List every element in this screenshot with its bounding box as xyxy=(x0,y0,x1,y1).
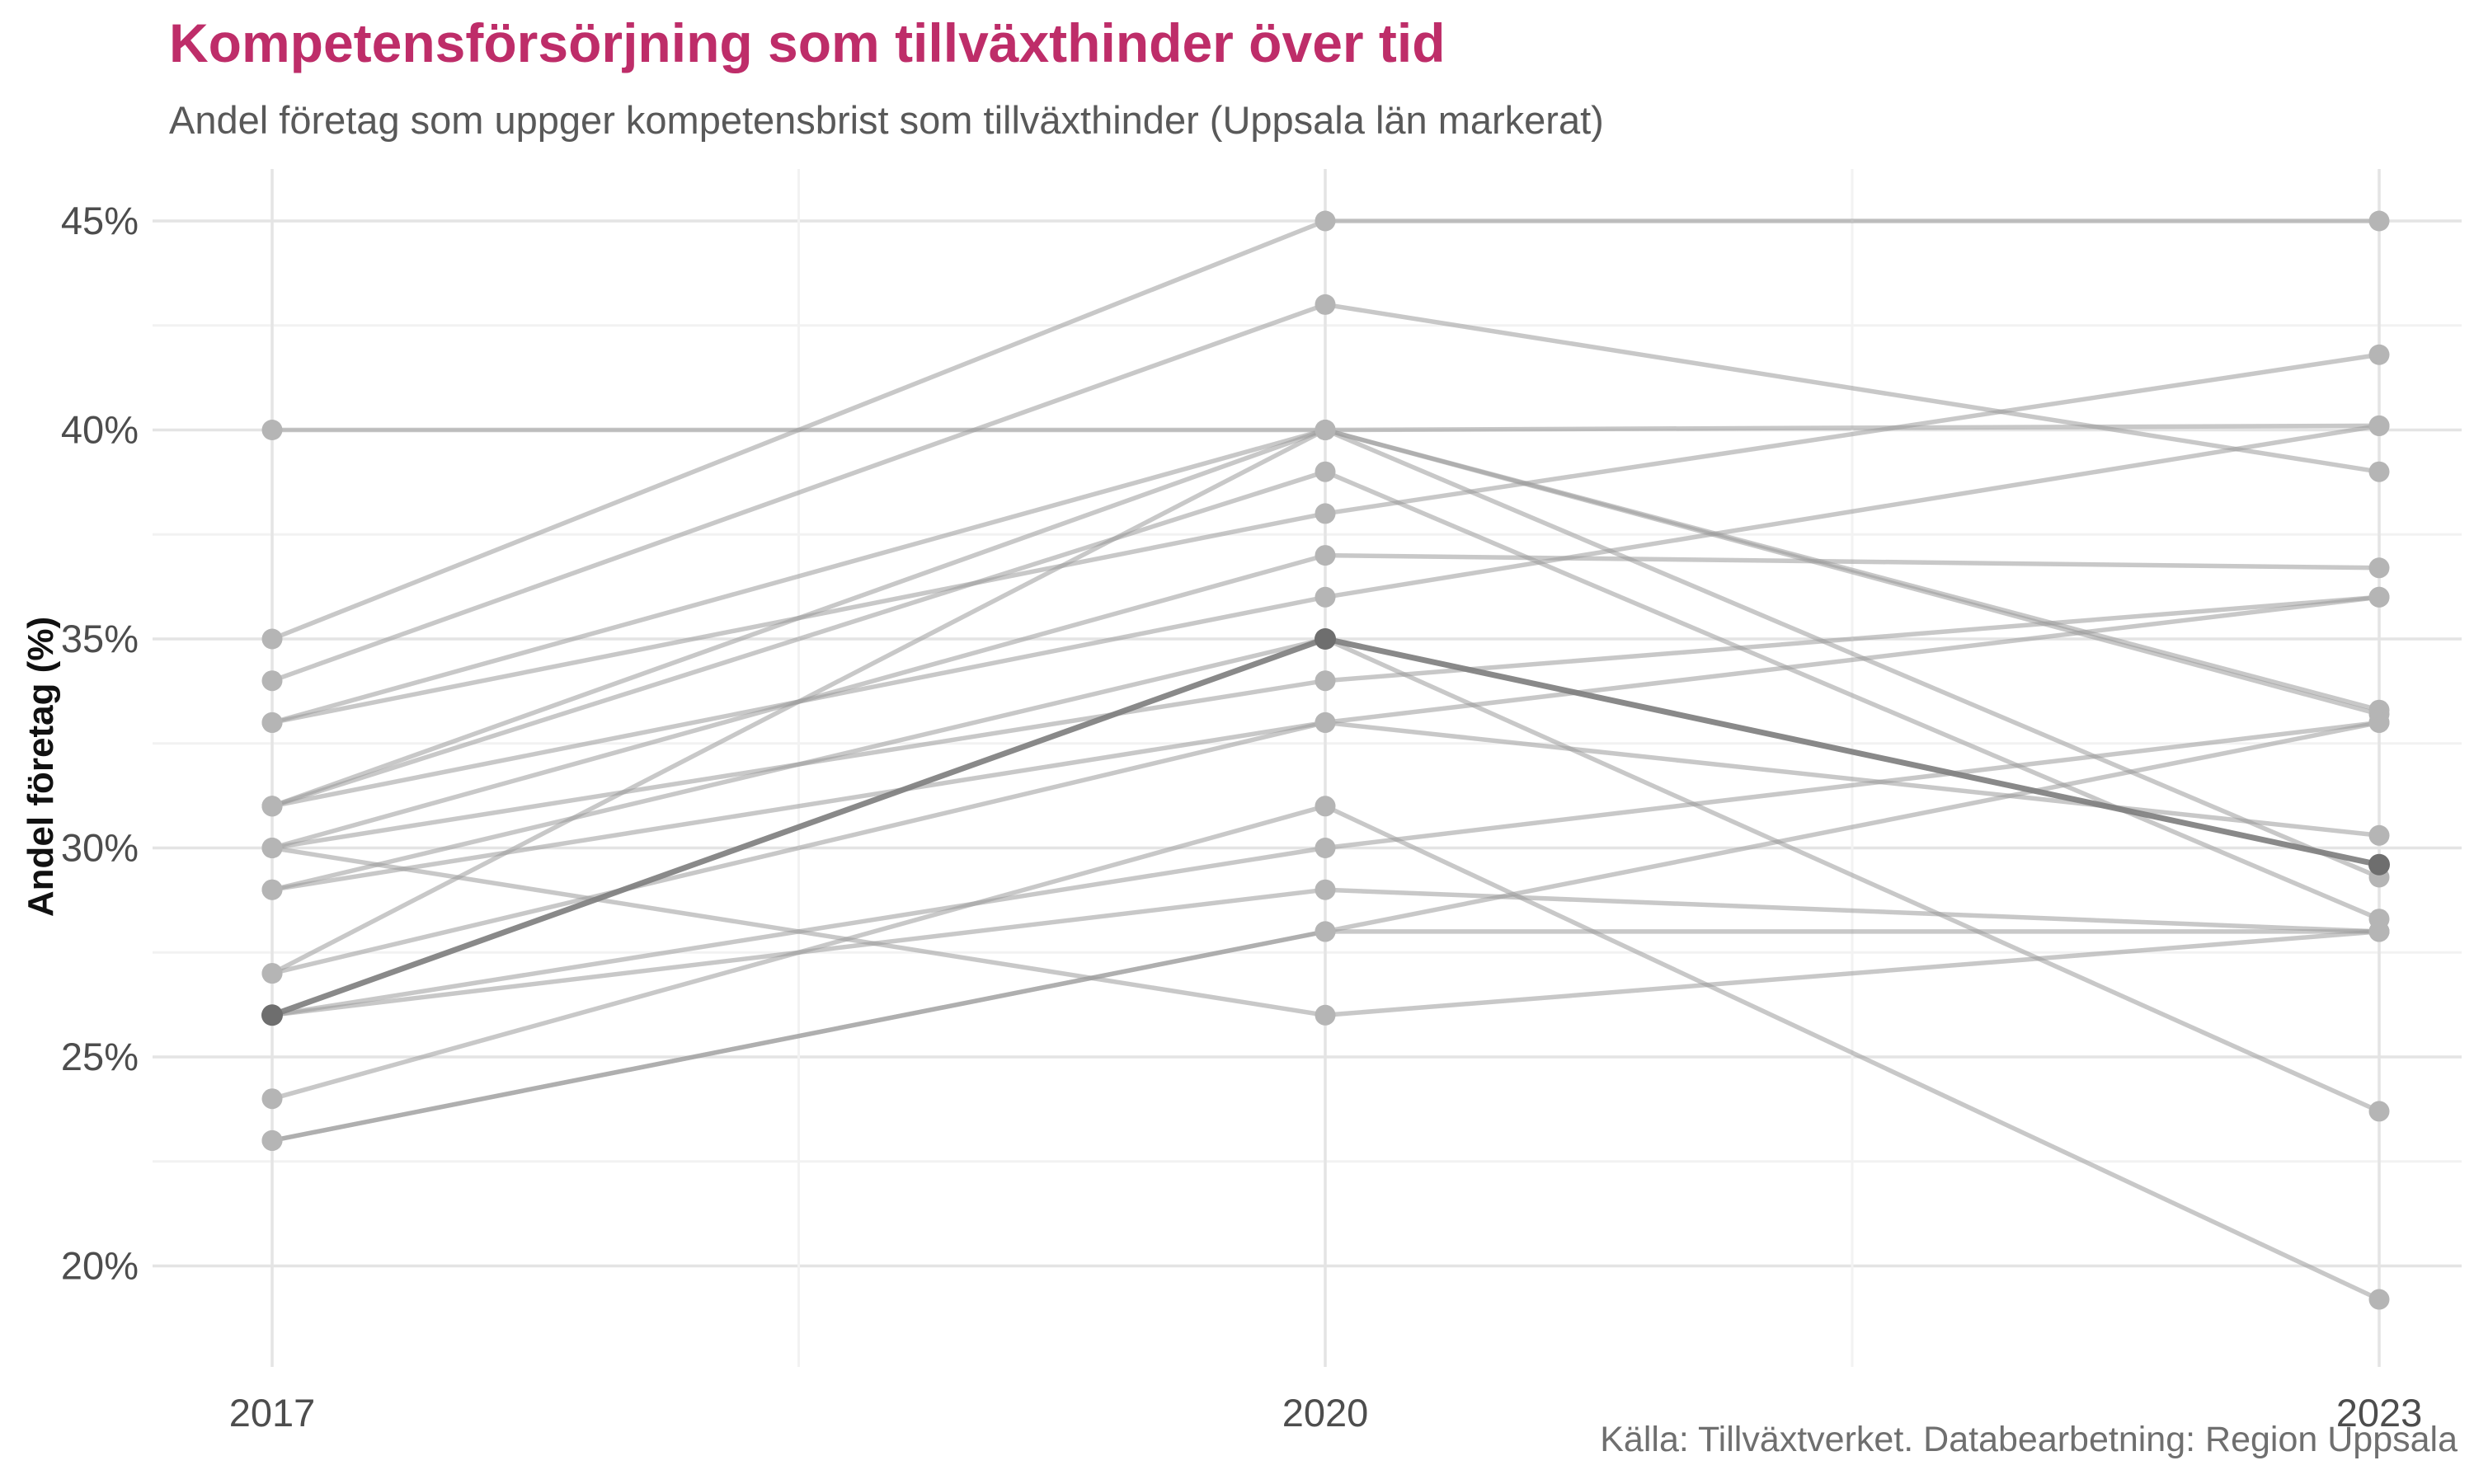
data-point xyxy=(261,796,283,817)
data-point xyxy=(261,628,283,650)
data-point xyxy=(2368,921,2390,942)
data-point xyxy=(2368,1101,2390,1122)
data-point xyxy=(2368,824,2390,846)
x-axis-tick-label: 2020 xyxy=(1282,1391,1369,1435)
source-note: Källa: Tillväxtverket. Databearbetning: … xyxy=(1600,1420,2458,1459)
data-point xyxy=(1315,921,1336,942)
data-point xyxy=(1315,838,1336,858)
data-point xyxy=(1315,670,1336,692)
data-point xyxy=(2368,415,2390,436)
data-point xyxy=(1315,545,1336,566)
data-point xyxy=(1315,711,1336,733)
data-point xyxy=(2368,461,2390,482)
data-point xyxy=(261,1088,283,1110)
data-point-highlighted-uppsala xyxy=(1315,628,1336,650)
data-point xyxy=(2368,557,2390,579)
data-point xyxy=(1315,586,1336,608)
data-point xyxy=(2368,344,2390,365)
data-point xyxy=(1315,1004,1336,1026)
y-axis-tick-label: 20% xyxy=(61,1244,139,1288)
data-point-highlighted-uppsala xyxy=(2368,853,2390,876)
data-point xyxy=(261,879,283,900)
data-point xyxy=(1315,461,1336,482)
data-point xyxy=(2368,586,2390,608)
data-point-highlighted-uppsala xyxy=(261,1004,283,1026)
data-point xyxy=(2368,1289,2390,1310)
data-point xyxy=(1315,210,1336,232)
data-point xyxy=(261,711,283,733)
chart-title: Kompetensförsörjning som tillväxthinder … xyxy=(169,12,1446,73)
data-point xyxy=(2368,210,2390,232)
data-point xyxy=(1315,503,1336,524)
data-point xyxy=(1315,420,1336,440)
data-point xyxy=(1315,796,1336,817)
data-point xyxy=(261,963,283,984)
y-axis-tick-label: 40% xyxy=(61,408,139,452)
data-point xyxy=(261,1129,283,1151)
y-axis-tick-label: 45% xyxy=(61,199,139,242)
y-axis-tick-label: 35% xyxy=(61,617,139,660)
data-point xyxy=(261,838,283,858)
data-point xyxy=(1315,879,1336,900)
data-point xyxy=(261,670,283,692)
data-point xyxy=(261,420,283,440)
chart-subtitle: Andel företag som uppger kompetensbrist … xyxy=(169,98,1604,142)
data-point xyxy=(2368,711,2390,733)
x-axis-tick-label: 2023 xyxy=(2336,1391,2423,1435)
x-axis-tick-label: 2017 xyxy=(229,1391,316,1435)
data-point xyxy=(1315,294,1336,315)
y-axis-tick-label: 30% xyxy=(61,826,139,870)
y-axis-tick-label: 25% xyxy=(61,1035,139,1078)
